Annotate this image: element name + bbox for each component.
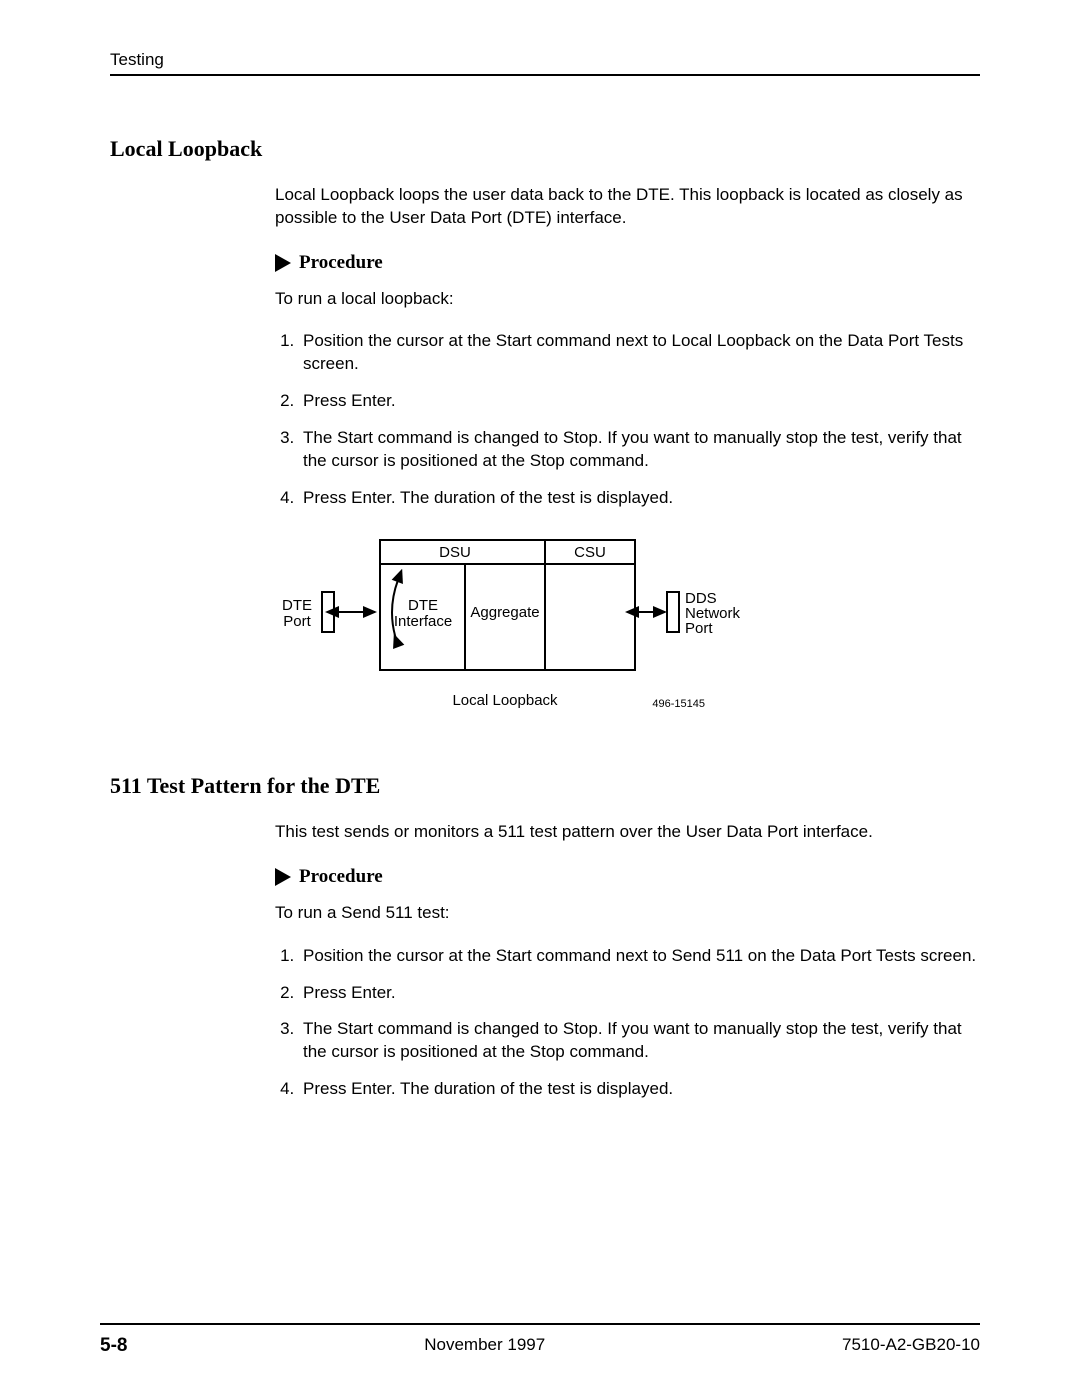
procedure-label-1: Procedure — [299, 250, 383, 276]
page-footer: 5-8 November 1997 7510-A2-GB20-10 — [100, 1315, 980, 1357]
list-item: Position the cursor at the Start command… — [299, 330, 980, 376]
svg-text:CSU: CSU — [574, 544, 606, 561]
svg-text:DTE: DTE — [282, 597, 312, 614]
list-item: Press Enter. — [299, 390, 980, 413]
svg-text:Aggregate: Aggregate — [470, 604, 539, 621]
svg-text:Port: Port — [685, 620, 713, 637]
list-item: Position the cursor at the Start command… — [299, 945, 980, 968]
list-item: Press Enter. — [299, 982, 980, 1005]
list-item: The Start command is changed to Stop. If… — [299, 1018, 980, 1064]
list-item: The Start command is changed to Stop. If… — [299, 427, 980, 473]
svg-text:DSU: DSU — [439, 544, 471, 561]
procedure-label-2: Procedure — [299, 864, 383, 890]
procedure-heading-2: Procedure — [275, 864, 980, 890]
section2-body: This test sends or monitors a 511 test p… — [275, 821, 980, 1101]
header-rule — [110, 74, 980, 76]
page: Testing Local Loopback Local Loopback lo… — [0, 0, 1080, 1397]
section-title-511: 511 Test Pattern for the DTE — [110, 773, 980, 799]
procedure-lead-2: To run a Send 511 test: — [275, 902, 980, 925]
page-number: 5-8 — [100, 1335, 127, 1357]
svg-text:496-15145: 496-15145 — [652, 698, 705, 710]
svg-text:Port: Port — [283, 613, 311, 630]
procedure-heading-1: Procedure — [275, 250, 980, 276]
steps-list-1: Position the cursor at the Start command… — [275, 330, 980, 510]
running-head: Testing — [110, 50, 980, 70]
steps-list-2: Position the cursor at the Start command… — [275, 945, 980, 1102]
triangle-icon — [275, 868, 291, 886]
loopback-diagram: DSUCSUDTEInterfaceAggregateDTEPortDDSNet… — [275, 530, 980, 725]
section-title-local-loopback: Local Loopback — [110, 136, 980, 162]
footer-row: 5-8 November 1997 7510-A2-GB20-10 — [100, 1335, 980, 1357]
footer-doc-id: 7510-A2-GB20-10 — [842, 1335, 980, 1357]
triangle-icon — [275, 254, 291, 272]
svg-text:DTE: DTE — [408, 597, 438, 614]
svg-text:Interface: Interface — [394, 613, 452, 630]
section2-intro: This test sends or monitors a 511 test p… — [275, 821, 980, 844]
list-item: Press Enter. The duration of the test is… — [299, 1078, 980, 1101]
footer-rule — [100, 1323, 980, 1325]
diagram-svg: DSUCSUDTEInterfaceAggregateDTEPortDDSNet… — [275, 530, 755, 720]
section1-body: Local Loopback loops the user data back … — [275, 184, 980, 510]
section1-intro: Local Loopback loops the user data back … — [275, 184, 980, 230]
procedure-lead-1: To run a local loopback: — [275, 288, 980, 311]
footer-date: November 1997 — [424, 1335, 545, 1357]
svg-text:Local Loopback: Local Loopback — [452, 692, 558, 709]
list-item: Press Enter. The duration of the test is… — [299, 487, 980, 510]
